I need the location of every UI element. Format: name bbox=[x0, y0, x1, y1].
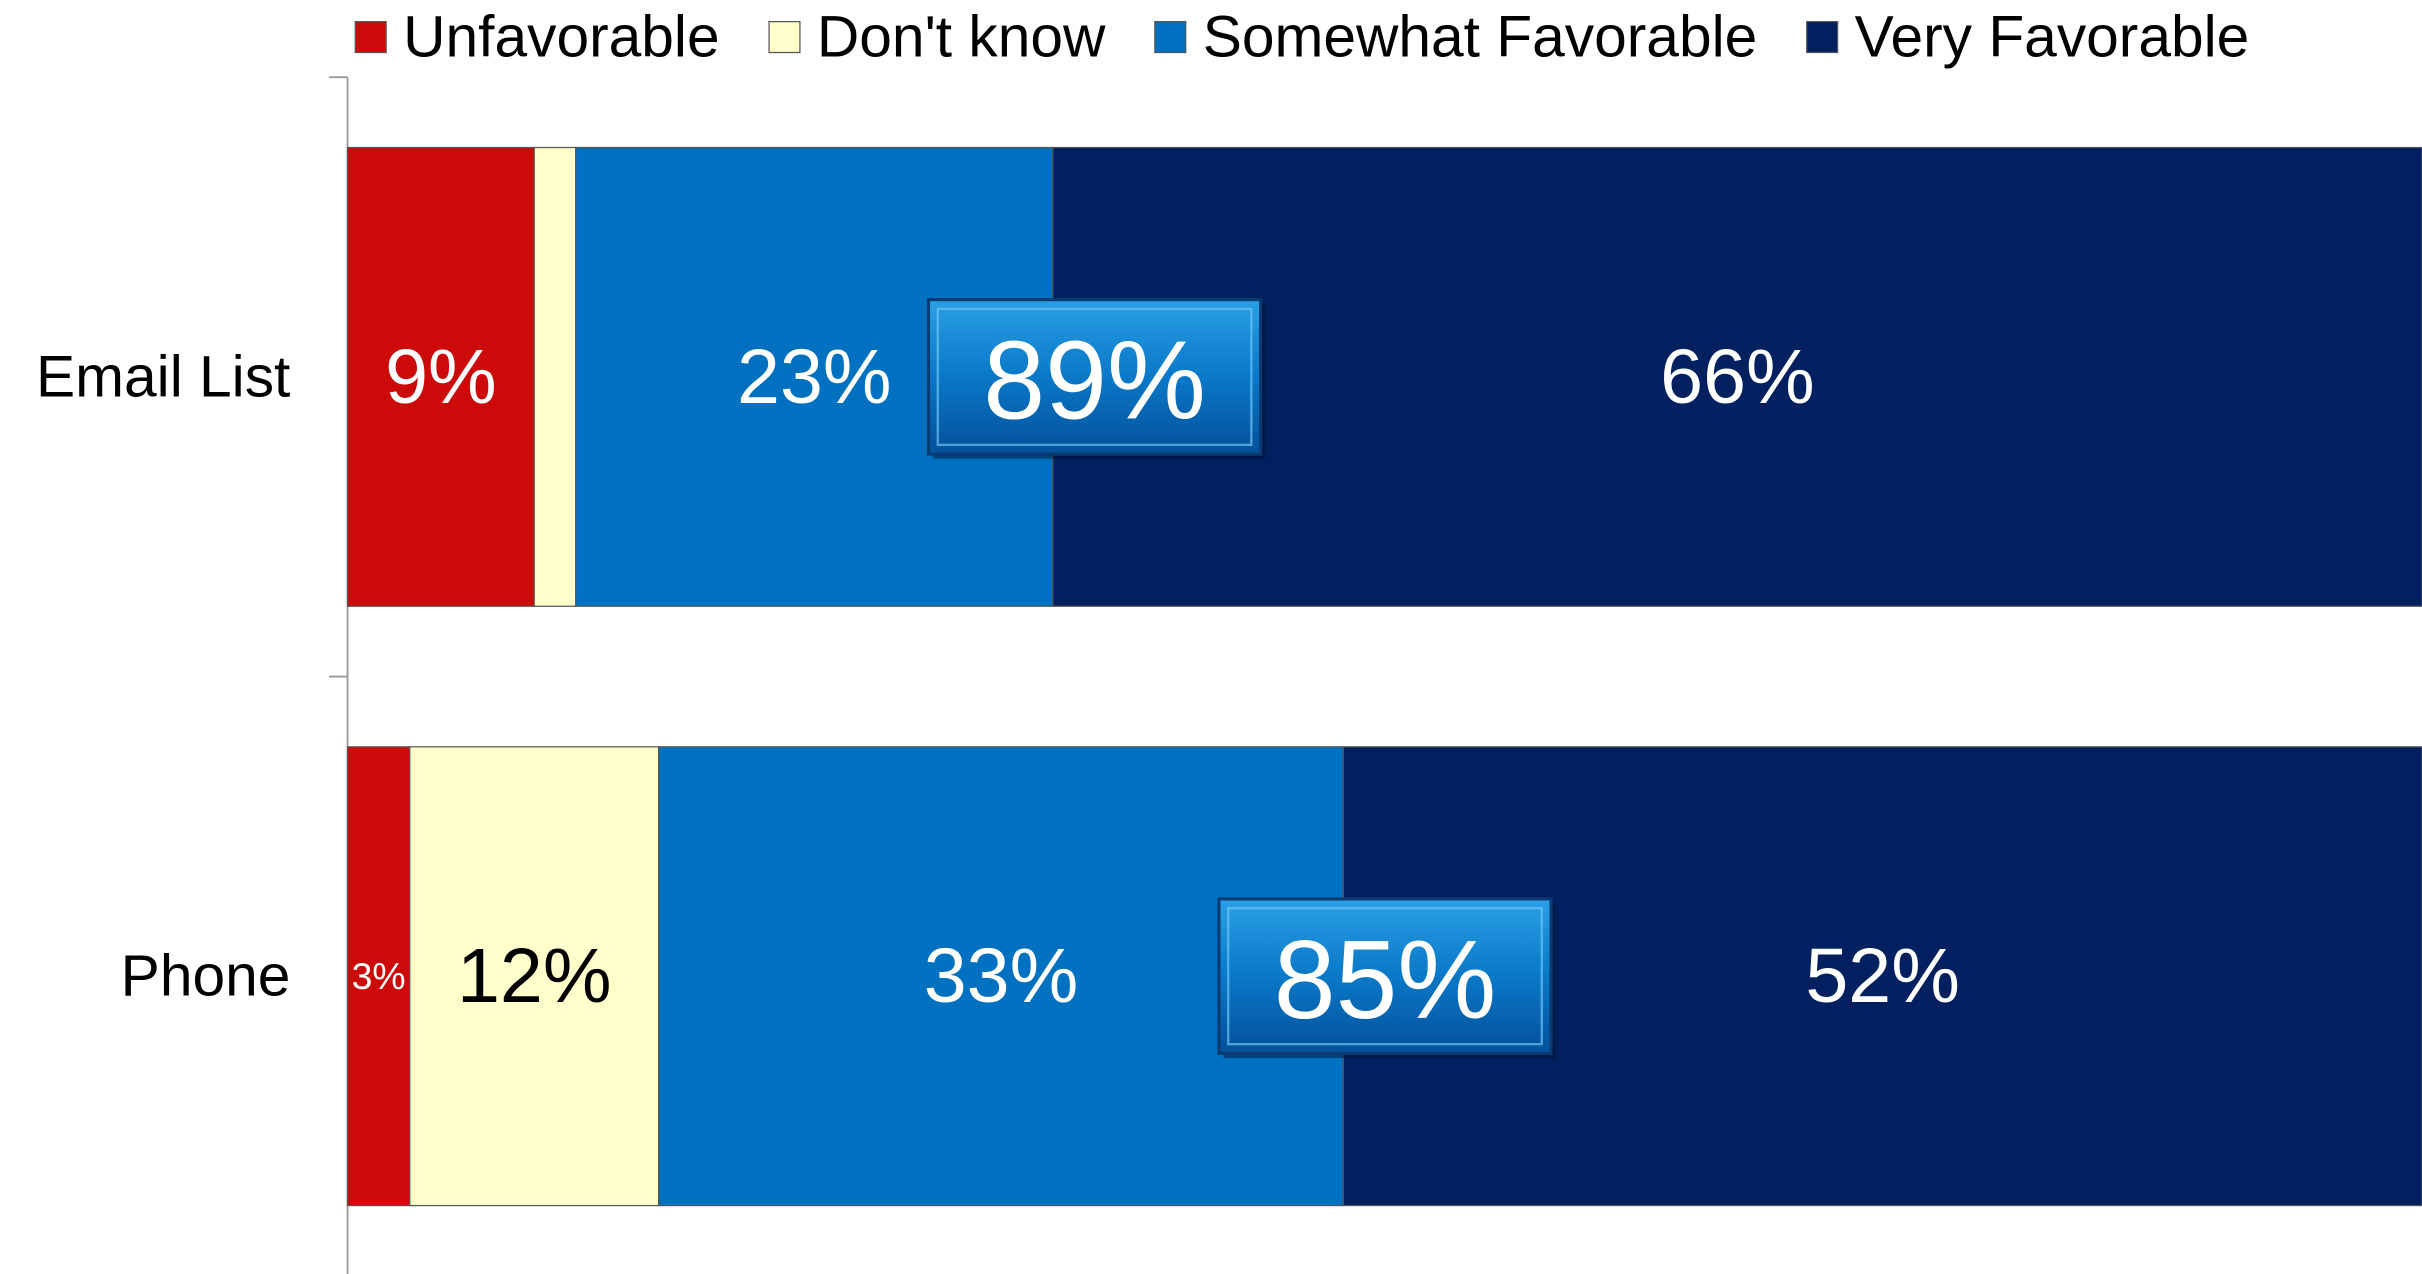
value-label: 12% bbox=[457, 933, 612, 1019]
category-label: Email List bbox=[36, 344, 290, 409]
value-label: 66% bbox=[1660, 334, 1815, 420]
annotation: 89% bbox=[983, 317, 1206, 442]
bar-segment bbox=[346, 746, 411, 1207]
annotation: 85% bbox=[1274, 917, 1497, 1042]
legend-label: Unfavorable bbox=[403, 5, 719, 70]
value-label: 3% bbox=[352, 955, 406, 997]
annotation-box bbox=[1217, 897, 1553, 1055]
annotation-box bbox=[926, 298, 1263, 456]
value-label: 52% bbox=[1805, 933, 1960, 1019]
value-label: 9% bbox=[385, 334, 497, 420]
bar-segment bbox=[533, 146, 577, 607]
annotation-bevel bbox=[1227, 907, 1543, 1046]
bar-segment bbox=[409, 746, 660, 1207]
legend-swatch bbox=[768, 21, 801, 54]
annotation-bevel bbox=[936, 307, 1253, 447]
value-label: 33% bbox=[924, 933, 1079, 1019]
legend-swatch bbox=[1154, 21, 1187, 54]
legend-label: Don't know bbox=[817, 5, 1106, 70]
legend-label: Somewhat Favorable bbox=[1203, 5, 1758, 70]
bar-segment bbox=[1052, 146, 2422, 607]
legend-swatch bbox=[354, 21, 387, 54]
bar-segment bbox=[346, 146, 535, 607]
category-label: Phone bbox=[121, 944, 291, 1009]
legend-label: Very Favorable bbox=[1855, 5, 2250, 70]
value-label: 23% bbox=[737, 334, 892, 420]
legend-swatch bbox=[1806, 21, 1839, 54]
